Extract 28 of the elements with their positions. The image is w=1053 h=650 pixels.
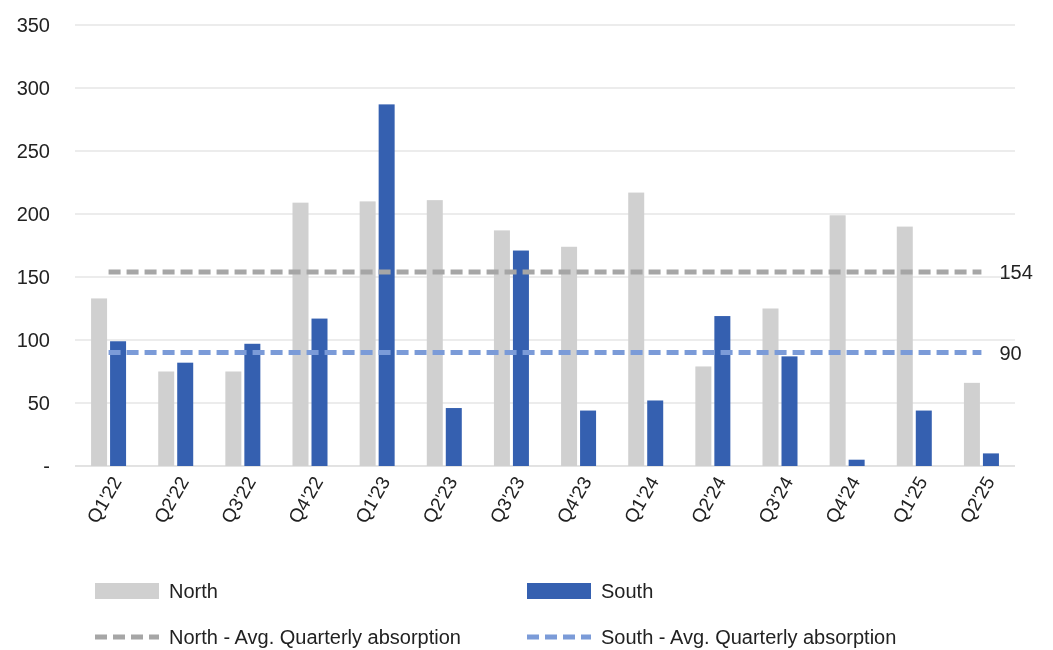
annotation: 154 <box>999 260 1033 283</box>
bar <box>781 356 798 466</box>
annotation: 90 <box>999 341 1022 364</box>
bar <box>177 362 194 466</box>
legend-label: South - Avg. Quarterly absorption <box>601 626 897 648</box>
y-tick-label: 200 <box>16 203 50 225</box>
y-tick-label: 250 <box>16 140 50 162</box>
y-tick-label: 350 <box>16 14 50 36</box>
bar <box>110 341 127 466</box>
bar <box>378 104 395 466</box>
bar <box>982 453 999 466</box>
bar <box>512 250 529 466</box>
bar <box>244 343 261 466</box>
bar <box>848 459 865 466</box>
y-tick-label: 100 <box>16 329 50 351</box>
bar <box>714 316 731 466</box>
bar <box>647 400 664 466</box>
y-tick-label: 50 <box>27 392 50 414</box>
bar <box>445 408 462 466</box>
y-tick-label: - <box>43 455 50 477</box>
bar <box>311 318 328 466</box>
bar <box>580 410 597 466</box>
y-tick-label: 300 <box>16 77 50 99</box>
y-tick-label: 150 <box>16 266 50 288</box>
legend-label: South <box>601 580 654 602</box>
legend-label: North - Avg. Quarterly absorption <box>169 626 461 648</box>
legend-label: North <box>169 580 218 602</box>
bar <box>915 410 932 466</box>
